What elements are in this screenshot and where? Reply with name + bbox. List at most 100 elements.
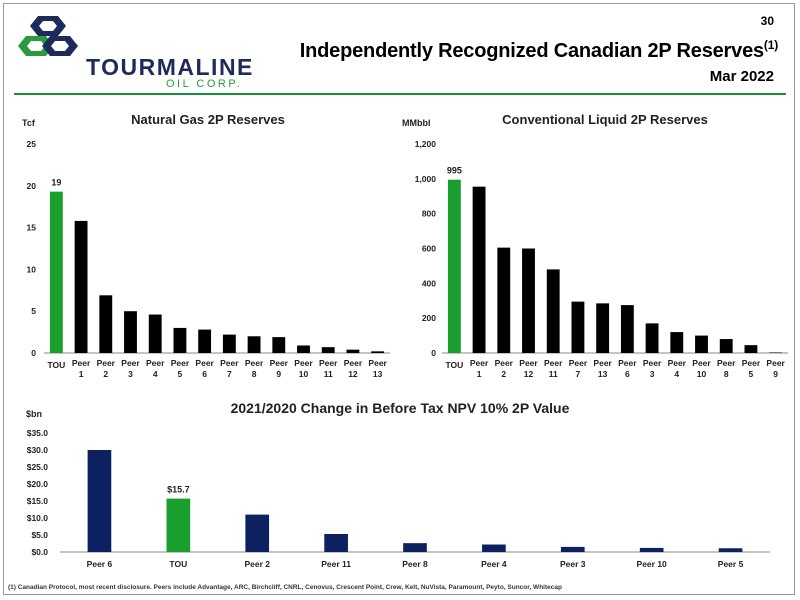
x-tick-label: Peer 5 (171, 358, 190, 379)
bar (522, 248, 535, 353)
y-tick-label: 0 (31, 348, 36, 358)
y-tick-label: 400 (422, 278, 436, 288)
bar (272, 337, 286, 353)
x-tick-label: TOU (47, 360, 65, 370)
bar (571, 301, 585, 353)
y-tick-label: $25.0 (27, 462, 49, 472)
x-tick-label: TOU (169, 559, 187, 569)
x-tick-label: Peer 7 (220, 358, 239, 379)
x-tick-label: Peer 3 (643, 358, 662, 379)
y-tick-label: $5.0 (31, 530, 48, 540)
bar (371, 351, 385, 353)
y-tick-label: 800 (422, 209, 436, 219)
bar (620, 305, 634, 353)
x-tick-label: Peer 11 (319, 358, 338, 379)
npv-change-chart: 2021/2020 Change in Before Tax NPV 10% 2… (26, 400, 770, 569)
slide-date: Mar 2022 (709, 68, 774, 85)
y-tick-label: 20 (27, 181, 37, 191)
bar (639, 547, 664, 552)
x-tick-label: Peer 9 (270, 358, 289, 379)
x-tick-label: Peer 10 (692, 358, 711, 379)
data-label: 19 (51, 178, 61, 188)
bar (482, 544, 506, 552)
x-tick-label: Peer 13 (368, 358, 387, 379)
slide-title: Independently Recognized Canadian 2P Res… (250, 38, 778, 63)
y-axis-label: Tcf (22, 118, 36, 128)
logo-subtitle: OIL CORP. (166, 78, 243, 90)
chart-title: Conventional Liquid 2P Reserves (502, 112, 708, 127)
bar (198, 329, 212, 353)
y-tick-label: $15.0 (27, 496, 49, 506)
bar (222, 334, 236, 353)
x-tick-label: Peer 5 (742, 358, 761, 379)
y-tick-label: $20.0 (27, 479, 49, 489)
x-tick-label: Peer 9 (766, 358, 785, 379)
slide-title-text: Independently Recognized Canadian 2P Res… (299, 40, 764, 62)
y-tick-label: 5 (31, 306, 36, 316)
x-tick-label: Peer 3 (121, 358, 140, 379)
y-tick-label: 10 (27, 264, 37, 274)
title-footnote-marker: (1) (763, 38, 778, 52)
bar (297, 345, 310, 353)
chart-title: Natural Gas 2P Reserves (131, 112, 285, 127)
y-tick-label: $10.0 (27, 513, 49, 523)
x-tick-label: Peer 8 (245, 358, 264, 379)
bar (497, 247, 511, 353)
bar (695, 335, 708, 353)
bar (148, 314, 162, 353)
y-tick-label: 600 (422, 244, 436, 254)
bar (245, 514, 270, 552)
x-tick-label: Peer 5 (718, 559, 744, 569)
logo-hexagon-icon (18, 16, 78, 56)
logo-wordmark: TOURMALINE (86, 54, 254, 80)
bar (645, 323, 659, 353)
x-tick-label: Peer 4 (668, 358, 687, 379)
bar (49, 191, 63, 353)
bar (124, 311, 137, 353)
bar (324, 533, 348, 552)
y-tick-label: 25 (27, 139, 37, 149)
x-tick-label: TOU (445, 360, 463, 370)
bar (87, 450, 112, 552)
slide-frame (3, 3, 795, 595)
bar (403, 543, 427, 552)
bar (769, 352, 783, 353)
x-tick-label: Peer 2 (244, 559, 270, 569)
y-tick-label: 0 (431, 348, 436, 358)
x-tick-label: Peer 1 (72, 358, 91, 379)
y-axis-label: $bn (26, 409, 42, 419)
x-tick-label: Peer 12 (344, 358, 363, 379)
y-tick-label: 200 (422, 313, 436, 323)
x-tick-label: Peer 6 (87, 559, 113, 569)
bar (346, 349, 360, 353)
page-number: 30 (760, 14, 774, 28)
x-tick-label: Peer 7 (569, 358, 588, 379)
data-label: $15.7 (167, 485, 190, 495)
bar (166, 498, 191, 552)
bar (247, 336, 261, 353)
bar (560, 546, 585, 552)
x-tick-label: Peer 6 (618, 358, 637, 379)
y-axis-label: MMbbl (402, 118, 431, 128)
x-tick-label: Peer 2 (495, 358, 514, 379)
y-tick-label: $35.0 (27, 428, 49, 438)
bar (546, 269, 560, 353)
tourmaline-logo: TOURMALINE OIL CORP. (16, 14, 252, 90)
y-tick-label: 15 (27, 223, 37, 233)
header-divider (14, 93, 786, 95)
x-tick-label: Peer 10 (637, 559, 668, 569)
bar (321, 347, 335, 353)
y-tick-label: 1,200 (415, 139, 437, 149)
y-tick-label: 1,000 (415, 174, 437, 184)
x-tick-label: Peer 11 (544, 358, 563, 379)
x-tick-label: Peer 10 (294, 358, 313, 379)
x-tick-label: Peer 3 (560, 559, 586, 569)
x-tick-label: Peer 1 (470, 358, 489, 379)
x-tick-label: Peer 11 (321, 559, 351, 569)
chart-title: 2021/2020 Change in Before Tax NPV 10% 2… (231, 400, 570, 416)
liquid-reserves-chart: Conventional Liquid 2P Reserves MMbbl 0 200… (402, 112, 788, 379)
x-tick-label: Peer 12 (519, 358, 538, 379)
data-label: 995 (447, 166, 462, 176)
footnote: (1) Canadian Protocol, most recent discl… (8, 584, 562, 591)
bar (99, 295, 113, 353)
